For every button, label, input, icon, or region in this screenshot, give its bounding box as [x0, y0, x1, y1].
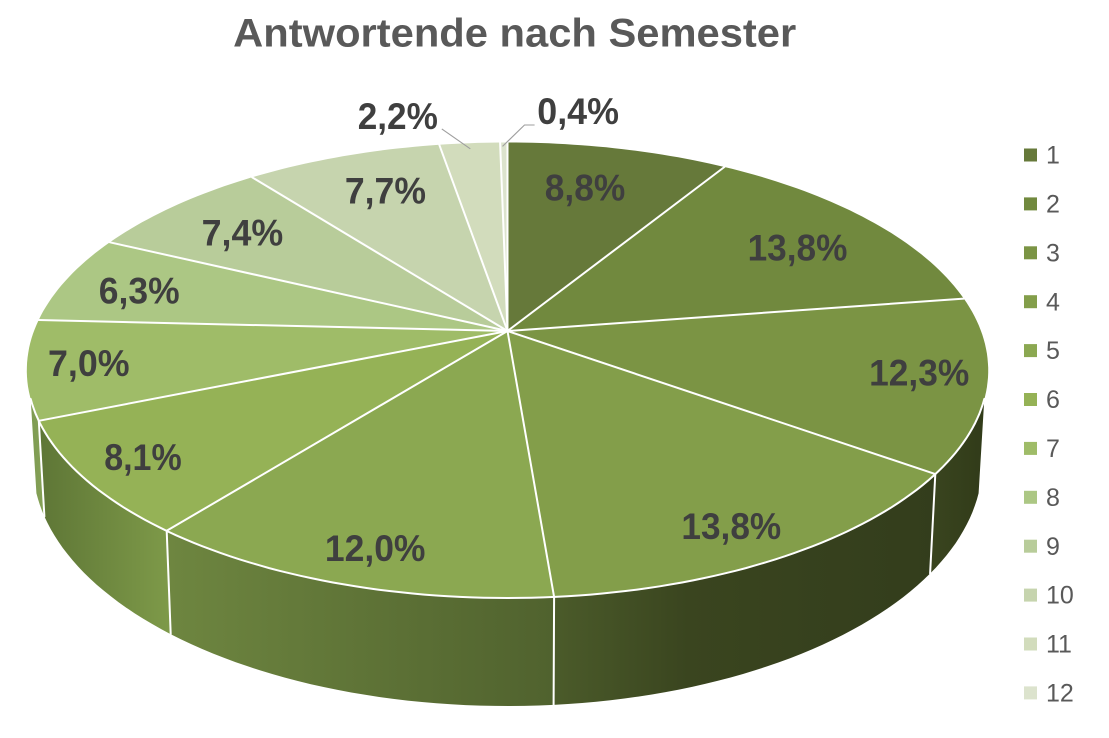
- svg-text:8,8%: 8,8%: [545, 167, 626, 208]
- svg-text:11: 11: [1046, 631, 1072, 659]
- svg-text:12,0%: 12,0%: [325, 528, 426, 569]
- svg-text:6,3%: 6,3%: [99, 270, 180, 311]
- svg-text:2,2%: 2,2%: [358, 96, 438, 137]
- svg-text:7,0%: 7,0%: [48, 343, 130, 384]
- svg-text:6: 6: [1046, 386, 1060, 414]
- svg-text:7: 7: [1046, 435, 1060, 463]
- svg-text:2: 2: [1046, 191, 1060, 219]
- svg-text:13,8%: 13,8%: [748, 227, 848, 268]
- svg-text:12: 12: [1046, 680, 1074, 708]
- svg-text:8,1%: 8,1%: [104, 437, 182, 478]
- svg-text:4: 4: [1046, 288, 1060, 316]
- svg-text:10: 10: [1046, 582, 1074, 610]
- svg-text:3: 3: [1046, 239, 1060, 267]
- svg-text:0,4%: 0,4%: [537, 91, 619, 132]
- svg-text:12,3%: 12,3%: [869, 353, 969, 394]
- svg-text:Antwortende nach Semester: Antwortende nach Semester: [233, 12, 796, 56]
- svg-text:8: 8: [1046, 484, 1060, 512]
- svg-text:13,8%: 13,8%: [681, 506, 781, 547]
- svg-text:5: 5: [1046, 337, 1060, 365]
- svg-text:1: 1: [1046, 142, 1060, 170]
- svg-text:7,4%: 7,4%: [202, 213, 284, 254]
- svg-text:9: 9: [1046, 533, 1060, 561]
- svg-text:7,7%: 7,7%: [345, 171, 426, 212]
